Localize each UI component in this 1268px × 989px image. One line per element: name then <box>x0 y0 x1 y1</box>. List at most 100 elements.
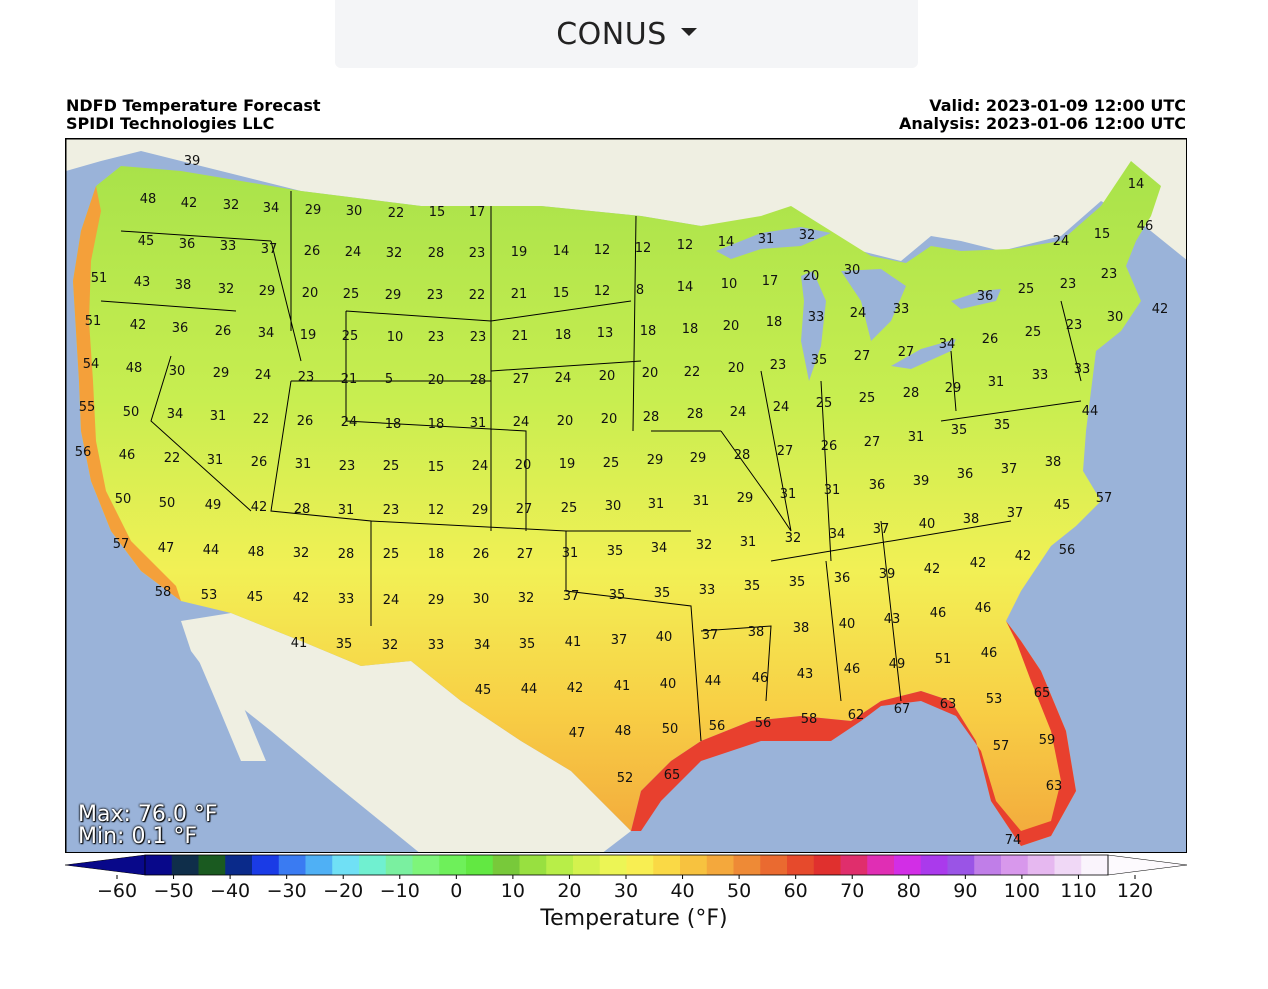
temperature-point-label: 17 <box>469 205 486 220</box>
temperature-point-label: 23 <box>339 459 356 474</box>
temperature-point-label: 32 <box>785 531 802 546</box>
temperature-point-label: 31 <box>207 453 224 468</box>
colorbar-tick-label: 110 <box>1060 880 1096 902</box>
region-dropdown[interactable]: CONUS <box>335 0 918 68</box>
lake-erie <box>891 339 956 369</box>
colorbar-segment <box>439 855 467 875</box>
colorbar-ticks: −60 −50 −40 −30 −20 −10 0 10 20 30 40 50 60 70 80 90 100… <box>97 875 1153 902</box>
temperature-point-label: 34 <box>258 326 275 341</box>
temperature-point-label: 25 <box>383 547 400 562</box>
temperature-point-label: 21 <box>511 287 528 302</box>
temperature-point-label: 31 <box>338 503 355 518</box>
region-dropdown-value: CONUS <box>556 16 667 52</box>
temperature-point-label: 12 <box>594 284 611 299</box>
temperature-point-label: 45 <box>138 234 155 249</box>
temperature-point-label: 25 <box>343 287 360 302</box>
temperature-point-label: 21 <box>341 372 358 387</box>
colorbar-segment <box>1081 855 1109 875</box>
temperature-point-label: 26 <box>982 332 999 347</box>
temperature-point-label: 34 <box>651 541 668 556</box>
temperature-point-label: 31 <box>758 232 775 247</box>
temperature-point-label: 20 <box>302 286 319 301</box>
temperature-point-label: 24 <box>345 245 362 260</box>
temperature-point-label: 46 <box>752 671 769 686</box>
temperature-point-label: 46 <box>930 606 947 621</box>
temperature-point-label: 27 <box>513 372 530 387</box>
colorbar-segment <box>412 855 440 875</box>
temperature-point-label: 14 <box>677 280 694 295</box>
temperature-point-label: 49 <box>205 498 222 513</box>
temperature-point-label: 29 <box>259 284 276 299</box>
temperature-point-label: 56 <box>75 445 92 460</box>
temperature-point-label: 43 <box>884 612 901 627</box>
temperature-point-label: 32 <box>696 538 713 553</box>
colorbar-segment <box>680 855 708 875</box>
temperature-point-label: 24 <box>255 368 272 383</box>
temperature-point-label: 52 <box>617 771 634 786</box>
map-header-left: NDFD Temperature Forecast SPIDI Technolo… <box>66 97 321 133</box>
temperature-point-label: 26 <box>821 439 838 454</box>
temperature-point-label: 27 <box>864 435 881 450</box>
temperature-point-label: 28 <box>687 407 704 422</box>
colorbar-tick-label: 100 <box>1004 880 1040 902</box>
temperature-point-label: 32 <box>799 228 816 243</box>
temperature-point-label: 47 <box>158 541 175 556</box>
colorbar-segment <box>332 855 360 875</box>
temperature-point-label: 18 <box>555 328 572 343</box>
temperature-point-label: 13 <box>597 326 614 341</box>
colorbar-tick-label: 20 <box>557 880 581 902</box>
temperature-point-label: 12 <box>428 503 445 518</box>
temperature-point-label: 44 <box>705 674 722 689</box>
temperature-point-label: 29 <box>737 491 754 506</box>
temperature-point-label: 24 <box>773 400 790 415</box>
temperature-point-label: 31 <box>780 487 797 502</box>
colorbar-segment <box>252 855 280 875</box>
temperature-point-label: 50 <box>662 722 679 737</box>
temperature-point-label: 24 <box>555 371 572 386</box>
temperature-point-label: 29 <box>945 381 962 396</box>
temperature-point-label: 25 <box>561 501 578 516</box>
temperature-point-label: 17 <box>762 274 779 289</box>
temperature-point-label: 74 <box>1005 833 1022 848</box>
colorbar-segment <box>145 855 173 875</box>
temperature-point-label: 57 <box>993 739 1010 754</box>
temperature-point-label: 20 <box>515 458 532 473</box>
temperature-point-label: 30 <box>346 204 363 219</box>
temperature-point-label: 65 <box>664 768 681 783</box>
temperature-point-label: 26 <box>251 455 268 470</box>
temperature-point-label: 20 <box>723 319 740 334</box>
gulf-warm-band <box>631 621 1076 846</box>
temperature-point-label: 67 <box>894 702 911 717</box>
colorbar-min-extension <box>65 854 146 876</box>
temperature-point-label: 62 <box>848 708 865 723</box>
temperature-point-label: 14 <box>1128 177 1145 192</box>
temperature-point-label: 40 <box>660 677 677 692</box>
temperature-point-label: 58 <box>801 712 818 727</box>
temperature-point-label: 42 <box>130 318 147 333</box>
lake-superior <box>716 227 831 259</box>
colorbar-tick-label: 30 <box>614 880 638 902</box>
temperature-point-label: 27 <box>898 345 915 360</box>
temperature-point-label: 41 <box>291 636 308 651</box>
temperature-point-label: 19 <box>511 245 528 260</box>
temperature-point-label: 24 <box>383 593 400 608</box>
valid-time: Valid: 2023-01-09 12:00 UTC <box>929 96 1186 115</box>
colorbar-segment <box>573 855 601 875</box>
min-temperature: Min: 0.1 °F <box>78 824 198 849</box>
temperature-point-label: 25 <box>1025 325 1042 340</box>
temperature-point-label: 35 <box>951 423 968 438</box>
temperature-point-label: 45 <box>247 590 264 605</box>
colorbar-segment <box>519 855 547 875</box>
temperature-point-label: 32 <box>218 282 235 297</box>
temperature-point-label: 31 <box>470 416 487 431</box>
temperature-point-label: 18 <box>640 324 657 339</box>
temperature-point-label: 18 <box>428 547 445 562</box>
temperature-point-label: 53 <box>201 588 218 603</box>
temperature-point-label: 56 <box>1059 543 1076 558</box>
temperature-point-label: 22 <box>684 365 701 380</box>
temperature-point-label: 25 <box>859 391 876 406</box>
colorbar-segment <box>867 855 895 875</box>
temperature-point-label: 19 <box>559 457 576 472</box>
colorbar-segment <box>225 855 253 875</box>
temperature-point-label: 44 <box>521 682 538 697</box>
